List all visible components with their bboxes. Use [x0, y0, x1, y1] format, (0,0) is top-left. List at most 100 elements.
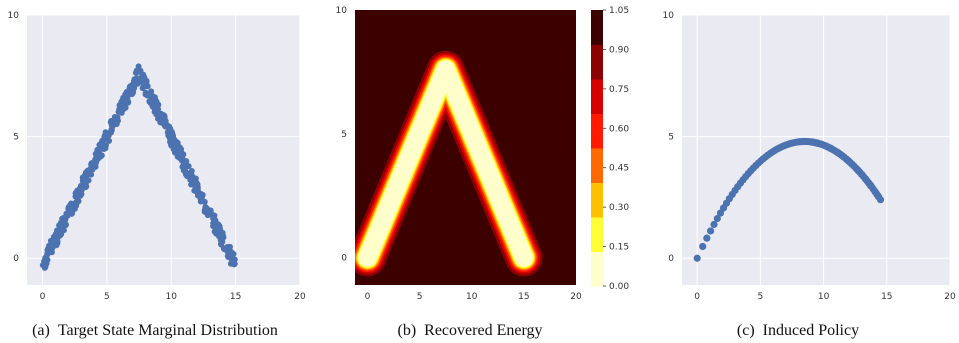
scatter-point — [213, 223, 220, 230]
scatter-point — [48, 240, 55, 247]
x-tick-label: 20 — [944, 292, 956, 302]
colorbar-segment — [591, 44, 603, 80]
panel-c-policy-scatter: 0 5 10 15 20 0 5 10 — [663, 11, 956, 302]
policy-point — [866, 181, 875, 189]
scatter-point — [102, 135, 109, 142]
scatter-point — [60, 227, 67, 234]
scatter-point — [212, 219, 219, 226]
scatter-point — [182, 159, 189, 166]
scatter-point — [202, 203, 209, 210]
scatter-point — [176, 151, 183, 158]
contour-level — [358, 60, 533, 267]
colorbar-tick-label: 0.15 — [609, 243, 629, 253]
policy-point — [874, 192, 882, 200]
caption-c: (c) Induced Policy — [737, 322, 859, 339]
scatter-point — [216, 230, 223, 237]
colorbar-tick-label: 1.05 — [609, 6, 629, 16]
scatter-point — [231, 256, 238, 263]
energy-contours — [355, 50, 543, 277]
x-tick-label: 5 — [417, 292, 423, 302]
x-tick-label: 10 — [165, 292, 177, 302]
scatter-point — [74, 198, 81, 205]
scatter-point — [127, 85, 134, 92]
scatter-point — [168, 138, 175, 145]
x-tick-label: 15 — [518, 292, 529, 302]
scatter-point — [45, 245, 52, 252]
policy-point — [862, 175, 870, 183]
scatter-point — [92, 156, 99, 163]
y-tick-label: 0 — [341, 254, 347, 264]
scatter-point — [83, 168, 90, 175]
scatter-point — [79, 174, 86, 181]
x-tick-label: 5 — [104, 292, 110, 302]
x-tick-label: 20 — [570, 292, 582, 302]
x-tick-label: 0 — [40, 292, 46, 302]
colorbar-tick-label: 0.30 — [609, 203, 629, 213]
policy-point — [699, 242, 707, 251]
y-tick-label: 5 — [341, 130, 347, 140]
scatter-point — [51, 236, 58, 243]
scatter-point — [60, 222, 67, 229]
scatter-point — [61, 217, 68, 224]
policy-point — [693, 254, 701, 262]
caption-b: (b) Recovered Energy — [398, 322, 543, 339]
scatter-point — [95, 146, 102, 153]
plot-background — [27, 15, 300, 285]
scatter-point — [115, 108, 122, 115]
policy-point — [713, 214, 721, 223]
scatter-point — [120, 104, 127, 111]
y-tick-label: 10 — [336, 6, 348, 16]
colorbar-segment — [591, 182, 603, 218]
scatter-point — [204, 212, 211, 219]
policy-point — [854, 167, 862, 175]
colorbar-segment — [591, 217, 603, 252]
colorbar-segment — [591, 148, 603, 183]
scatter-point — [44, 250, 51, 257]
scatter-point — [77, 192, 84, 199]
colorbar-tick-label: 0.60 — [609, 124, 629, 134]
scatter-point — [83, 183, 90, 190]
y-tick-label: 10 — [663, 11, 675, 21]
scatter-point — [108, 126, 115, 133]
scatter-point — [118, 98, 125, 105]
plot-background — [682, 15, 950, 285]
scatter-point — [97, 152, 104, 159]
scatter-point — [72, 193, 79, 200]
scatter-point — [129, 91, 136, 98]
scatter-point — [231, 261, 238, 268]
policy-point — [703, 234, 711, 242]
scatter-point — [63, 210, 70, 217]
scatter-point — [139, 79, 146, 86]
x-tick-label: 15 — [881, 292, 892, 302]
scatter-point — [153, 100, 160, 107]
x-tick-label: 10 — [818, 292, 830, 302]
scatter-point — [219, 238, 226, 245]
scatter-point — [191, 187, 198, 194]
colorbar-tick-label: 0.90 — [609, 45, 629, 55]
scatter-point — [111, 114, 118, 121]
scatter-point — [78, 186, 85, 193]
x-tick-label: 0 — [365, 292, 371, 302]
scatter-point — [53, 242, 60, 249]
scatter-point — [133, 78, 140, 85]
scatter-point — [162, 118, 169, 125]
scatter-point — [198, 193, 205, 200]
scatter-point — [137, 67, 144, 74]
policy-point — [812, 139, 820, 147]
y-tick-label: 10 — [8, 11, 20, 21]
x-tick-label: 10 — [466, 292, 478, 302]
colorbar-segment — [591, 113, 603, 149]
x-tick-label: 5 — [758, 292, 764, 302]
x-tick-label: 15 — [230, 292, 241, 302]
colorbar-segment — [591, 79, 603, 114]
policy-point — [822, 142, 831, 150]
x-tick-label: 20 — [294, 292, 306, 302]
policy-point — [833, 148, 841, 156]
x-tick-label: 0 — [694, 292, 700, 302]
colorbar-segment — [591, 10, 603, 45]
scatter-point — [176, 144, 183, 151]
colorbar-tick-label: 0.00 — [609, 282, 629, 292]
y-tick-label: 5 — [13, 133, 19, 143]
colorbar-tick-label: 0.75 — [609, 85, 629, 95]
